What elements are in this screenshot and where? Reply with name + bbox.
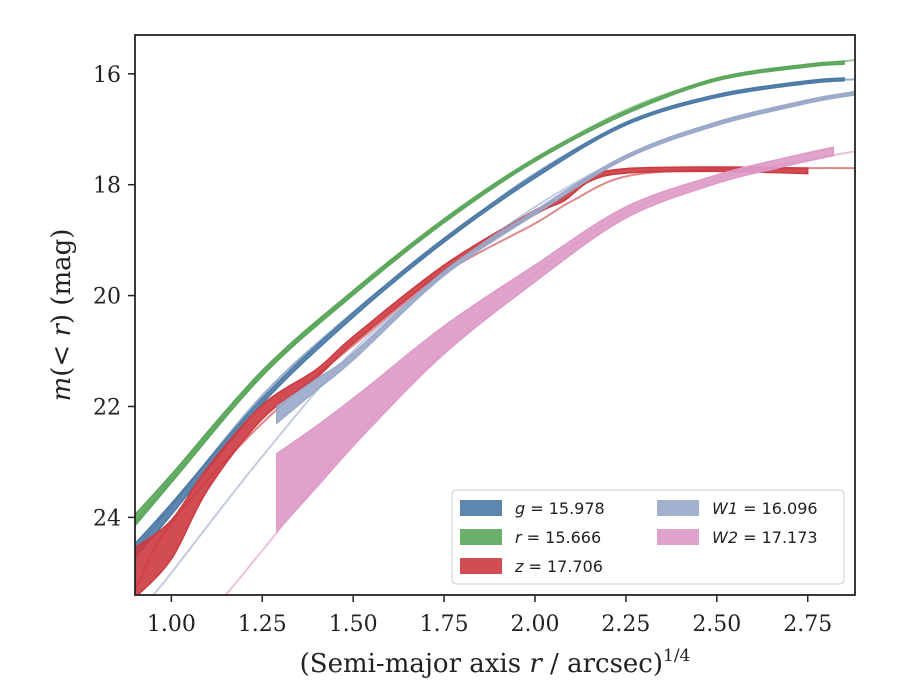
x-tick-label: 1.50 — [329, 612, 378, 637]
series-r-band — [135, 60, 845, 527]
legend-label-W1: W1 = 16.096 — [712, 499, 818, 518]
series-W2-band — [276, 146, 834, 534]
legend-swatch-W2 — [657, 529, 699, 545]
x-tick-label: 2.50 — [692, 612, 741, 637]
legend-label-g: g = 15.978 — [515, 499, 605, 518]
legend-box — [451, 489, 845, 585]
legend-label-W2: W2 = 17.173 — [712, 528, 818, 547]
legend-swatch-g — [460, 500, 502, 516]
y-tick-label: 22 — [93, 395, 121, 420]
y-tick-label: 16 — [93, 63, 121, 88]
x-tick-label: 2.75 — [783, 612, 832, 637]
legend: g = 15.978 r = 15.666 z = 17.706 W1 = 16.09… — [451, 489, 845, 585]
x-tick-label: 2.25 — [601, 612, 650, 637]
x-axis-title: (Semi-major axis r / arcsec)1/4 — [300, 646, 691, 679]
x-axis: 1.00 1.25 1.50 1.75 2.00 2.25 2.50 2.75 — [147, 595, 832, 637]
series-g-band — [135, 77, 845, 559]
y-tick-label: 18 — [93, 174, 121, 199]
y-tick-label: 20 — [93, 285, 121, 310]
y-axis: 16 18 20 22 24 — [93, 63, 135, 531]
legend-label-r: r = 15.666 — [515, 528, 601, 547]
series-z-band — [135, 166, 809, 595]
legend-label-z: z = 17.706 — [514, 557, 603, 576]
legend-swatch-W1 — [657, 500, 699, 516]
plot-area — [135, 59, 855, 595]
plot-frame — [134, 34, 856, 596]
legend-swatch-z — [460, 558, 502, 574]
series-W1-band — [276, 90, 855, 425]
x-tick-label: 2.00 — [511, 612, 560, 637]
y-axis-title: m(< r) (mag) — [47, 229, 77, 402]
legend-swatch-r — [460, 529, 502, 545]
x-tick-label: 1.25 — [238, 612, 287, 637]
y-tick-label: 24 — [93, 506, 121, 531]
x-tick-label: 1.75 — [420, 612, 469, 637]
x-tick-label: 1.00 — [147, 612, 196, 637]
